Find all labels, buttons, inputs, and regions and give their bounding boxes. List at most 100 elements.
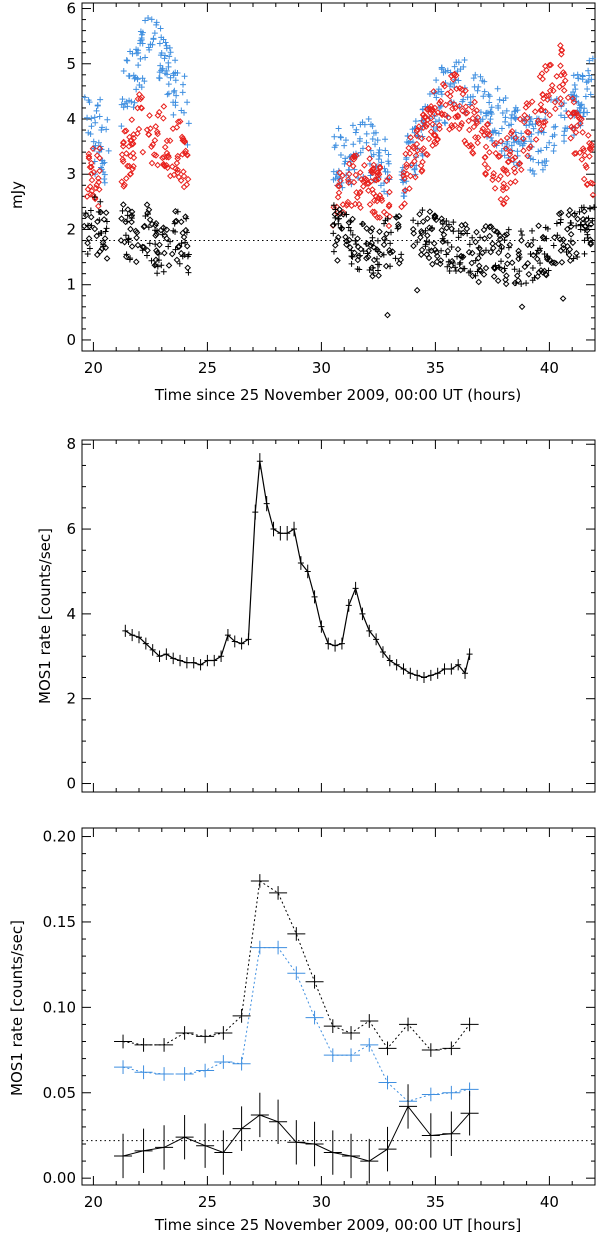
error-bar [323, 1130, 342, 1175]
data-point-plus [185, 120, 192, 127]
data-point-plus [527, 167, 534, 174]
data-point-plus [455, 77, 462, 84]
data-point-diamond [587, 239, 595, 247]
error-bar [366, 624, 373, 637]
error-bar [304, 564, 311, 579]
error-bar [399, 1017, 418, 1032]
data-point-diamond [368, 264, 376, 272]
data-point-diamond [152, 219, 160, 227]
data-point-plus [104, 116, 111, 123]
data-point-plus [332, 214, 339, 221]
error-bar [142, 637, 149, 650]
data-point-diamond [515, 255, 522, 263]
data-point-diamond [431, 131, 439, 139]
data-point-diamond [121, 128, 129, 135]
data-point-plus [452, 264, 459, 271]
data-point-diamond [441, 82, 448, 90]
data-point-plus [370, 151, 377, 158]
data-point-plus [330, 176, 337, 183]
data-point-diamond [400, 169, 408, 176]
data-point-diamond [462, 87, 469, 94]
panel-mos1-rate-bands: MOS1 rate [counts/sec] Time since 25 Nov… [8, 827, 596, 1234]
error-bar [305, 974, 324, 989]
error-bar [114, 1060, 133, 1074]
data-point-plus [84, 114, 91, 121]
data-point-plus [87, 207, 94, 214]
data-point-plus [347, 227, 354, 234]
data-point-diamond [503, 260, 511, 268]
error-bar [352, 581, 359, 596]
data-point-diamond [183, 242, 191, 250]
data-point-diamond [371, 208, 378, 216]
y-tick-label: 6 [66, 0, 76, 18]
data-point-plus [535, 129, 542, 136]
data-point-diamond [439, 80, 447, 88]
data-point-plus [359, 220, 366, 227]
data-point-diamond [462, 103, 470, 111]
error-bar [114, 1034, 133, 1049]
data-point-plus [385, 160, 392, 167]
data-point-plus [584, 235, 591, 242]
data-point-plus [543, 144, 550, 151]
data-point-diamond [566, 257, 574, 264]
data-point-diamond [102, 209, 110, 217]
data-point-diamond [144, 209, 151, 217]
data-point-diamond [80, 222, 88, 230]
data-point-diamond [502, 167, 510, 174]
data-point-diamond [429, 120, 436, 128]
data-point-plus [550, 242, 557, 249]
error-bar [305, 1010, 324, 1025]
data-point-diamond [557, 100, 565, 108]
data-point-diamond [449, 105, 456, 112]
data-point-plus [498, 125, 505, 132]
data-point-plus [374, 237, 381, 244]
data-point-diamond [118, 151, 126, 158]
data-point-plus [537, 147, 544, 154]
data-point-plus [510, 159, 517, 166]
data-point-diamond [138, 93, 146, 101]
data-point-plus [539, 159, 546, 166]
data-point-diamond [361, 177, 369, 185]
data-point-plus [155, 251, 162, 258]
error-bar [421, 1043, 440, 1057]
data-point-plus [137, 37, 144, 44]
data-point-diamond [133, 229, 141, 236]
data-point-diamond [152, 256, 160, 264]
data-point-plus [349, 231, 356, 238]
data-point-diamond [477, 267, 484, 275]
data-point-diamond [519, 135, 527, 142]
data-point-plus [445, 221, 452, 228]
data-point-diamond [521, 111, 528, 119]
data-point-diamond [124, 162, 131, 170]
data-point-diamond [550, 259, 558, 266]
data-point-plus [414, 239, 421, 246]
data-point-diamond [128, 116, 136, 124]
series-line [122, 880, 470, 1051]
x-axis-label: Time since 25 November 2009, 00:00 UT (h… [154, 386, 521, 404]
y-tick-label: 2 [66, 690, 76, 708]
data-point-plus [567, 238, 574, 245]
data-point-plus [88, 222, 95, 229]
data-point-diamond [147, 125, 154, 132]
data-point-diamond [481, 160, 489, 168]
error-bar [434, 667, 441, 679]
data-point-diamond [570, 98, 578, 106]
data-point-plus [156, 75, 163, 82]
data-point-plus [528, 138, 535, 145]
data-point-plus [119, 96, 126, 103]
error-bar [250, 874, 269, 888]
data-point-diamond [515, 247, 522, 255]
error-bar [414, 669, 421, 681]
data-point-plus [361, 121, 368, 128]
data-point-diamond [88, 163, 95, 171]
data-point-plus [508, 115, 515, 122]
data-point-plus [523, 280, 530, 287]
data-point-plus [561, 138, 568, 145]
error-bar [211, 654, 218, 667]
data-point-plus [128, 98, 135, 105]
data-point-plus [164, 91, 171, 98]
data-point-diamond [356, 189, 364, 197]
y-tick-label: 8 [66, 435, 76, 453]
data-point-diamond [126, 171, 134, 178]
data-point-diamond [145, 131, 153, 138]
